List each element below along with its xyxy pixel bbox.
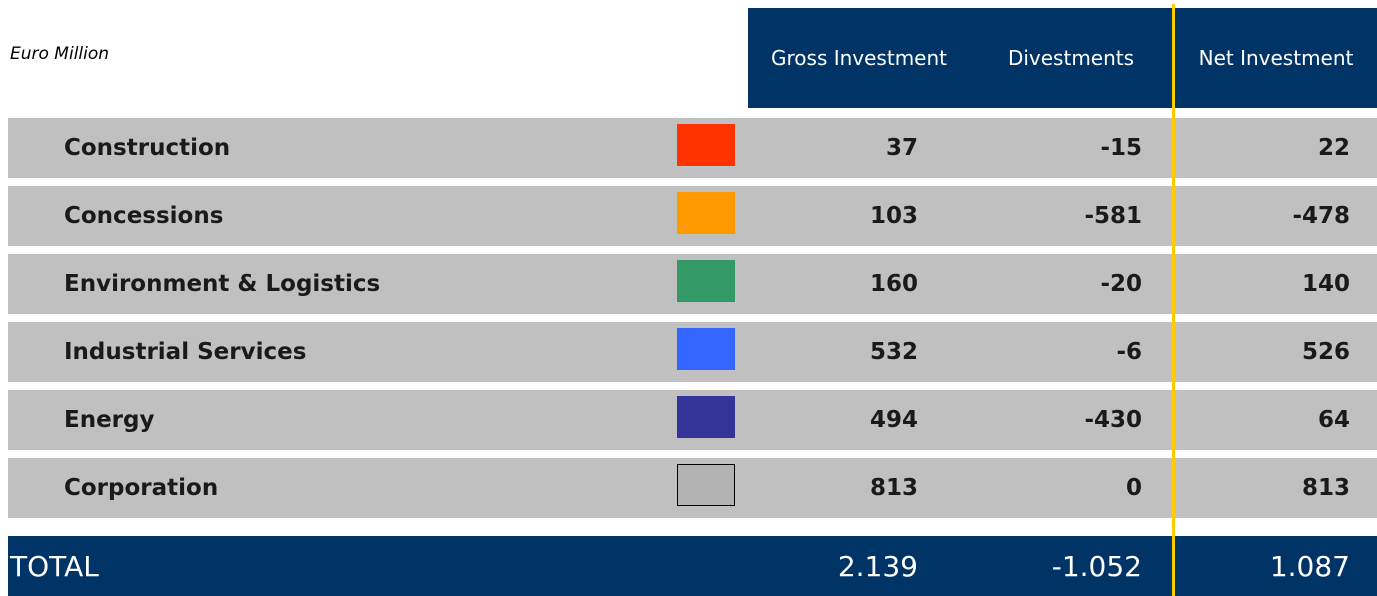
cell-value: -20 xyxy=(1100,271,1142,297)
cell-value: -6 xyxy=(1116,339,1142,365)
cell-value: 494 xyxy=(869,407,918,433)
cell-value: -581 xyxy=(1084,203,1142,229)
cell-value: -15 xyxy=(1100,135,1142,161)
cell-value: 160 xyxy=(869,271,918,297)
cell-value: 22 xyxy=(1317,135,1350,161)
cell-value: -430 xyxy=(1084,407,1142,433)
row-label: Industrial Services xyxy=(64,339,307,365)
row-label: Energy xyxy=(64,407,155,433)
column-header: Gross Investment xyxy=(771,46,947,70)
total-band xyxy=(8,536,1377,596)
column-header: Divestments xyxy=(1007,46,1135,70)
color-swatch xyxy=(677,124,735,166)
color-swatch xyxy=(677,328,735,370)
total-value: -1.052 xyxy=(1051,549,1142,583)
cell-value: 813 xyxy=(1301,475,1350,501)
cell-value: 64 xyxy=(1317,407,1350,433)
row-label: Corporation xyxy=(64,475,219,501)
total-value: 2.139 xyxy=(837,549,918,583)
unit-note: Euro Million xyxy=(10,44,110,64)
highlight-line xyxy=(1172,4,1175,596)
color-swatch xyxy=(677,260,735,302)
cell-value: -478 xyxy=(1292,203,1350,229)
cell-value: 813 xyxy=(869,475,918,501)
cell-value: 103 xyxy=(869,203,918,229)
cell-value: 532 xyxy=(869,339,918,365)
cell-value: 0 xyxy=(1125,475,1142,501)
color-swatch xyxy=(677,396,735,438)
cell-value: 37 xyxy=(885,135,918,161)
row-label: Construction xyxy=(64,135,231,161)
color-swatch xyxy=(677,464,735,506)
row-label: Concessions xyxy=(64,203,224,229)
color-swatch xyxy=(677,192,735,234)
column-header: Net Investment xyxy=(1198,46,1354,70)
row-label: Environment & Logistics xyxy=(64,271,381,297)
cell-value: 140 xyxy=(1301,271,1350,297)
total-label: TOTAL xyxy=(10,549,99,583)
total-value: 1.087 xyxy=(1269,549,1350,583)
cell-value: 526 xyxy=(1301,339,1350,365)
header-band xyxy=(748,8,1377,108)
